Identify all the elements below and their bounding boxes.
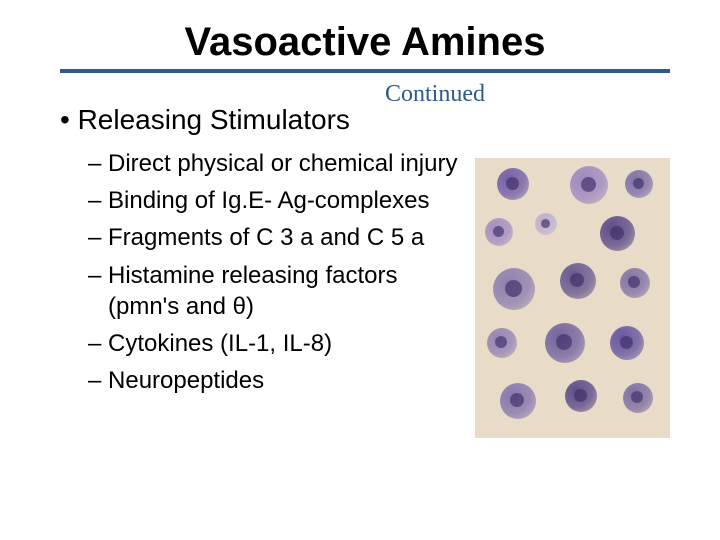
- sub-bullet-list: – Direct physical or chemical injury – B…: [60, 148, 463, 438]
- cell: [545, 323, 585, 363]
- sub-bullet-item: – Fragments of C 3 a and C 5 a: [88, 222, 463, 253]
- sub-bullet-item: – Direct physical or chemical injury: [88, 148, 463, 179]
- cell: [600, 216, 635, 251]
- slide-container: Vasoactive Amines Continued • Releasing …: [0, 0, 720, 540]
- sub-bullet-item: – Binding of Ig.E- Ag-complexes: [88, 185, 463, 216]
- main-bullet: • Releasing Stimulators: [60, 104, 670, 136]
- cell: [625, 170, 653, 198]
- microscopy-image: [475, 158, 670, 438]
- cell: [500, 383, 536, 419]
- cell: [620, 268, 650, 298]
- cell: [485, 218, 513, 246]
- cell: [610, 326, 644, 360]
- cell: [623, 383, 653, 413]
- cell: [487, 328, 517, 358]
- cell: [535, 213, 557, 235]
- cell: [560, 263, 596, 299]
- cell: [497, 168, 529, 200]
- title-divider: [60, 69, 670, 73]
- cell: [570, 166, 608, 204]
- cell: [565, 380, 597, 412]
- content-area: – Direct physical or chemical injury – B…: [60, 148, 670, 438]
- cell: [493, 268, 535, 310]
- sub-bullet-item: – Cytokines (IL-1, IL-8): [88, 328, 463, 359]
- sub-bullet-item: – Neuropeptides: [88, 365, 463, 396]
- sub-bullet-item: – Histamine releasing factors (pmn's and…: [88, 260, 463, 322]
- slide-title: Vasoactive Amines: [60, 20, 670, 65]
